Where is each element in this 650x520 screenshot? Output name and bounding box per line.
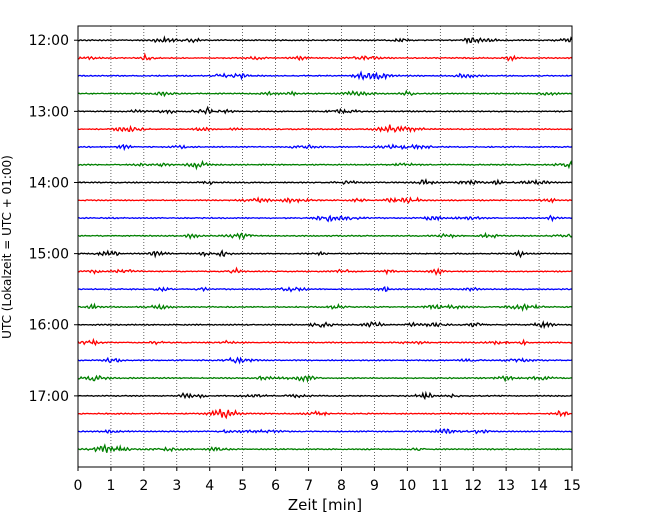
y-tick-label: 14:00 (29, 175, 69, 191)
y-tick-label: 16:00 (29, 318, 69, 334)
seismogram-trace (77, 89, 573, 98)
seismogram-trace (77, 159, 573, 171)
y-tick-label: 17:00 (29, 389, 69, 405)
seismogram-trace (77, 266, 573, 276)
plot-frame (77, 25, 573, 468)
x-tick-label: 2 (139, 478, 148, 494)
y-axis: 12:00 13:00 14:00 15:00 16:00 17:00 (29, 33, 78, 405)
seismogram-trace (77, 320, 573, 330)
seismogram-trace (77, 196, 573, 205)
x-tick-label: 10 (398, 478, 416, 494)
x-tick-label: 7 (304, 478, 313, 494)
trace-group (77, 35, 573, 453)
seismogram-trace (77, 231, 573, 241)
x-tick-label: 15 (563, 478, 581, 494)
x-gridlines (110, 26, 540, 467)
x-tick-label: 6 (271, 478, 280, 494)
seismogram-trace (77, 105, 573, 116)
seismogram-trace (77, 35, 573, 45)
seismogram-trace (77, 390, 573, 401)
y-tick-label: 13:00 (29, 104, 69, 120)
seismogram-trace (77, 408, 573, 420)
seismogram-trace (77, 177, 573, 186)
y-axis-label: UTC (Lokalzeit = UTC + 01:00) (0, 155, 14, 339)
seismogram-trace (77, 286, 573, 293)
seismogram-trace (77, 214, 573, 223)
seismogram-trace (77, 52, 573, 62)
x-axis: 0 1 2 3 4 5 6 7 8 9 10 11 12 13 14 15 (74, 467, 581, 494)
x-tick-label: 0 (74, 478, 83, 494)
y-tick-label: 15:00 (29, 247, 69, 263)
x-tick-label: 8 (337, 478, 346, 494)
seismogram-trace (77, 143, 573, 152)
x-tick-label: 1 (106, 478, 115, 494)
seismogram-trace (77, 374, 573, 384)
seismogram-trace (77, 302, 573, 312)
x-tick-label: 11 (431, 478, 449, 494)
x-tick-label: 13 (497, 478, 515, 494)
y-tick-label: 12:00 (29, 33, 69, 49)
seismogram-trace (77, 443, 573, 453)
x-axis-label: Zeit [min] (288, 496, 362, 514)
x-tick-label: 5 (238, 478, 247, 494)
x-tick-label: 4 (205, 478, 214, 494)
seismogram-trace (77, 356, 573, 365)
seismogram-trace (77, 337, 573, 347)
x-tick-label: 12 (464, 478, 482, 494)
seismogram-trace (77, 428, 573, 435)
x-tick-label: 3 (172, 478, 181, 494)
x-tick-label: 9 (370, 478, 379, 494)
x-tick-label: 14 (530, 478, 548, 494)
seismogram-trace (77, 124, 573, 134)
seismogram-trace (77, 70, 573, 81)
seismogram-trace (77, 249, 573, 259)
